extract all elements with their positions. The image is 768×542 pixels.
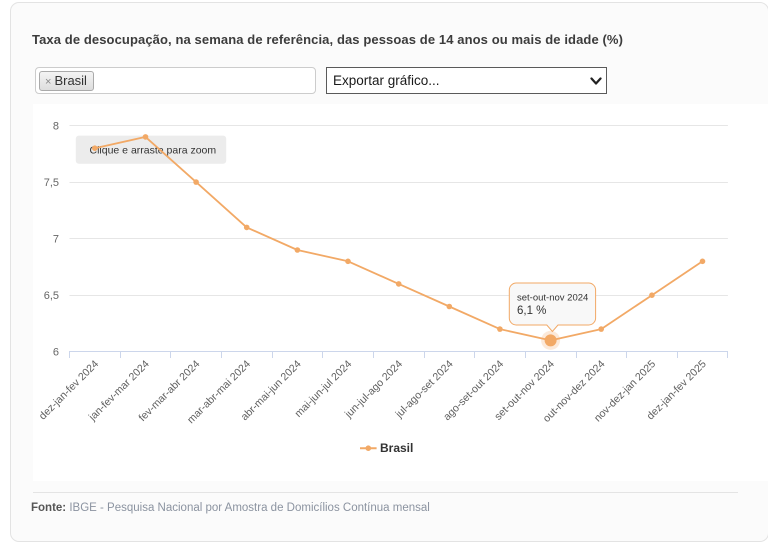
svg-text:Brasil: Brasil bbox=[380, 441, 413, 455]
svg-text:6,5: 6,5 bbox=[44, 290, 59, 302]
svg-text:8: 8 bbox=[53, 121, 59, 133]
svg-text:6,1 %: 6,1 % bbox=[517, 305, 546, 317]
svg-text:6: 6 bbox=[53, 347, 59, 359]
svg-text:Clique e arraste para zoom: Clique e arraste para zoom bbox=[90, 145, 217, 157]
svg-text:7: 7 bbox=[53, 234, 59, 246]
svg-text:set-out-nov 2024: set-out-nov 2024 bbox=[517, 293, 588, 304]
svg-text:7,5: 7,5 bbox=[44, 177, 59, 189]
